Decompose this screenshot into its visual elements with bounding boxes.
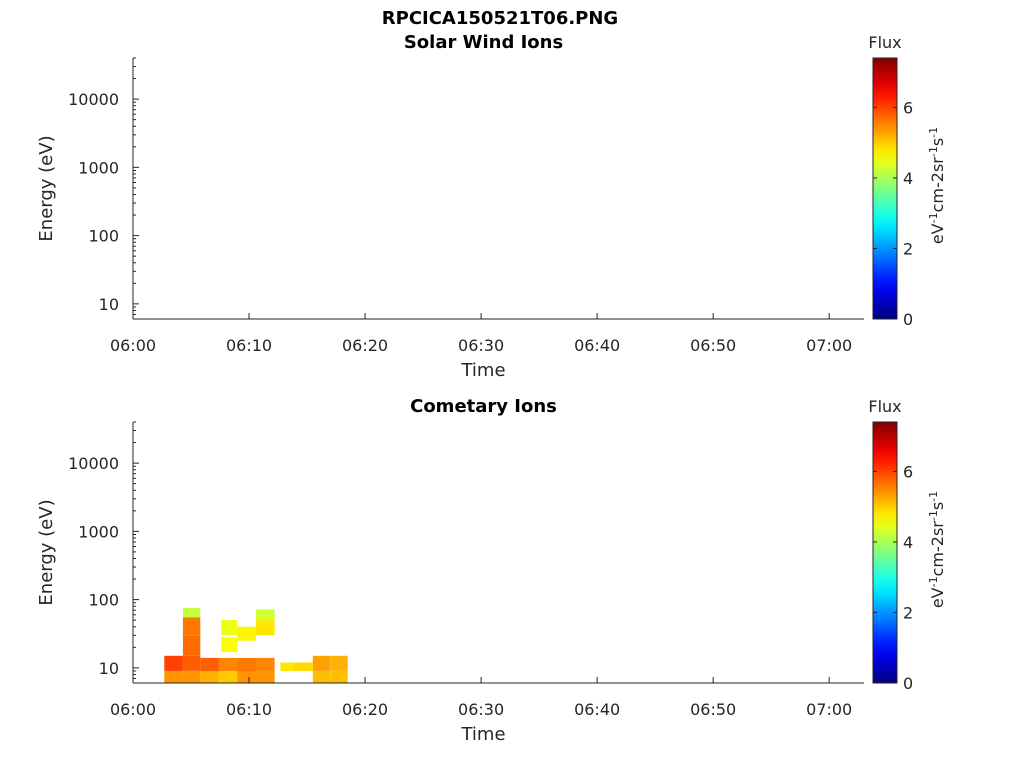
colorbar-tick-label: 0 <box>903 310 913 329</box>
figure-title: RPCICA150521T06.PNG <box>382 8 618 29</box>
colorbar-label: eV-1cm-2sr-1s-1 <box>927 127 948 244</box>
heatmap-cell <box>280 662 294 671</box>
plot-area <box>133 422 864 683</box>
colorbar-label: eV-1cm-2sr-1s-1 <box>927 491 948 608</box>
colorbar <box>872 57 898 320</box>
y-tick-label: 10 <box>99 659 119 678</box>
colorbar-title: Flux <box>868 397 901 416</box>
colorbar-tick-label: 0 <box>903 674 913 693</box>
heatmap-cell <box>218 671 238 683</box>
y-tick-label: 100 <box>88 227 119 246</box>
colorbar-tick-label: 4 <box>903 533 913 552</box>
heatmap-cell <box>182 608 201 618</box>
y-axis-label: Energy (eV) <box>36 135 57 241</box>
heatmap-cell <box>221 620 238 636</box>
x-tick-label: 06:00 <box>110 700 156 719</box>
colorbar <box>872 421 898 684</box>
heatmap-cell <box>256 671 275 683</box>
x-tick-label: 06:40 <box>574 336 620 355</box>
colorbar-tick-label: 2 <box>903 603 913 622</box>
heatmap-cell <box>182 671 201 683</box>
plot-area <box>133 58 864 319</box>
heatmap-cell <box>330 671 348 683</box>
colorbar-tick-label: 2 <box>903 239 913 258</box>
heatmap-cell <box>237 671 256 683</box>
y-tick-label: 10000 <box>68 90 119 109</box>
colorbar-tick-label: 6 <box>903 462 913 481</box>
heatmap-cell <box>182 655 201 671</box>
x-tick-label: 06:20 <box>342 700 388 719</box>
colorbar-tick-label: 6 <box>903 98 913 117</box>
x-tick-label: 06:20 <box>342 336 388 355</box>
panel-title: Cometary Ions <box>410 396 557 417</box>
x-tick-label: 06:30 <box>458 700 504 719</box>
heatmap-cell <box>164 671 183 683</box>
x-tick-label: 06:50 <box>690 336 736 355</box>
heatmap-cell <box>330 655 348 671</box>
x-axis-label: Time <box>460 724 505 745</box>
heatmap-cell <box>256 657 275 671</box>
panel-title: Solar Wind Ions <box>404 32 563 53</box>
colorbar-tick-label: 4 <box>903 169 913 188</box>
heatmap-cell <box>221 637 238 653</box>
y-axis-label: Energy (eV) <box>36 499 57 605</box>
heatmap-cell <box>312 655 331 671</box>
x-axis-label: Time <box>460 360 505 381</box>
y-tick-label: 1000 <box>78 522 119 541</box>
heatmap-cell <box>293 662 313 671</box>
x-tick-label: 06:50 <box>690 700 736 719</box>
y-tick-label: 10 <box>99 295 119 314</box>
x-tick-label: 06:00 <box>110 336 156 355</box>
y-tick-label: 1000 <box>78 158 119 177</box>
panel-solar-wind-ions: Solar Wind Ions 06:00 06:10 06:20 06:30 06:40… <box>36 32 947 381</box>
x-tick-label: 07:00 <box>806 336 852 355</box>
heatmap-cell <box>237 626 256 641</box>
heatmap-cell <box>218 657 238 671</box>
heatmap-cell <box>182 635 201 656</box>
x-tick-label: 06:40 <box>574 700 620 719</box>
y-tick-label: 10000 <box>68 454 119 473</box>
heatmap-cell <box>312 671 331 683</box>
heatmap-cell <box>256 620 275 636</box>
heatmap-cell <box>256 609 275 621</box>
heatmap-cell <box>237 657 256 671</box>
heatmap-cell <box>200 671 219 683</box>
heatmap-cell <box>182 617 201 636</box>
colorbar-title: Flux <box>868 33 901 52</box>
heatmap-cell <box>164 655 183 671</box>
x-tick-label: 06:10 <box>226 700 272 719</box>
x-tick-label: 07:00 <box>806 700 852 719</box>
x-tick-label: 06:30 <box>458 336 504 355</box>
heatmap-cell <box>200 657 219 671</box>
x-tick-label: 06:10 <box>226 336 272 355</box>
y-tick-label: 100 <box>88 591 119 610</box>
